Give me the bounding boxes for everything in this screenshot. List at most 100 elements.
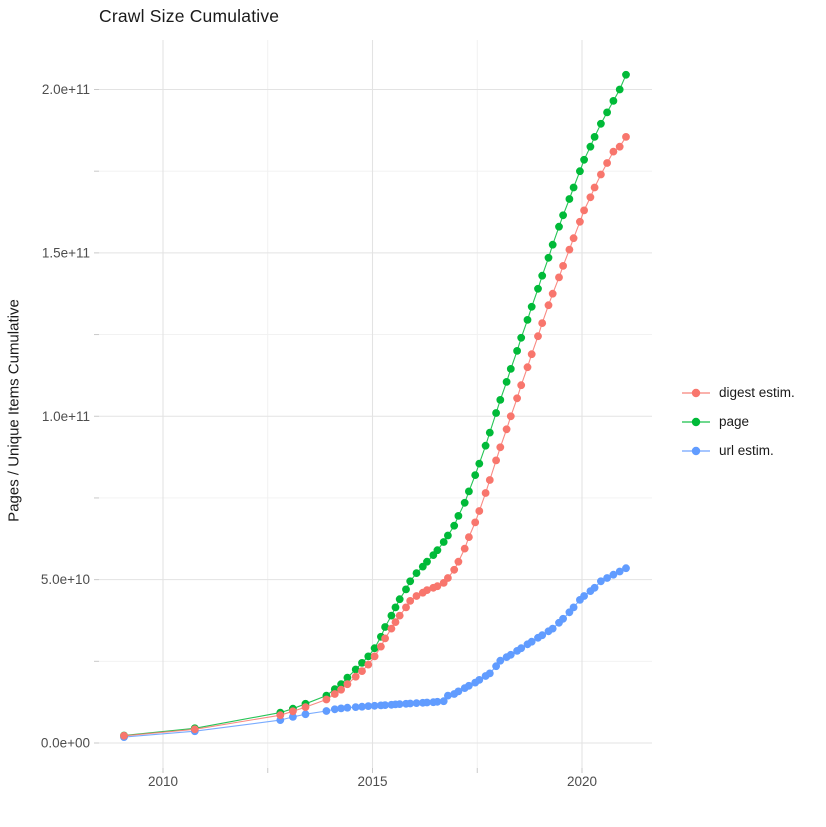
data-point — [351, 703, 360, 711]
data-point — [351, 665, 360, 674]
data-point — [485, 476, 494, 484]
data-point — [330, 705, 339, 714]
data-point — [565, 245, 574, 254]
data-point — [412, 569, 421, 577]
data-point — [454, 687, 463, 696]
legend-key-icon — [682, 417, 710, 426]
data-point — [423, 557, 431, 566]
data-point — [465, 487, 473, 496]
data-point — [381, 634, 389, 643]
data-point — [513, 394, 521, 403]
x-tick-label: 2015 — [357, 774, 387, 789]
data-point — [395, 611, 404, 620]
data-point — [615, 142, 624, 151]
data-point — [603, 574, 611, 582]
data-point — [444, 691, 452, 700]
data-point — [502, 425, 511, 434]
data-point — [433, 546, 442, 555]
data-point — [485, 428, 494, 437]
data-point — [454, 512, 463, 520]
data-point — [555, 273, 563, 282]
data-point — [559, 614, 567, 623]
data-point — [548, 624, 557, 633]
data-point — [544, 301, 553, 310]
data-point — [402, 603, 410, 612]
data-point — [538, 319, 547, 327]
data-point — [343, 680, 352, 689]
data-point — [609, 97, 618, 105]
data-point — [590, 183, 599, 192]
y-tick-labels: 0.0e+00 5.0e+10 1.0e+11 1.5e+11 2.0e+11 — [41, 82, 90, 751]
data-point — [450, 565, 459, 574]
data-point — [475, 459, 484, 468]
legend: digest estim. page url estim. — [681, 378, 795, 465]
data-point — [412, 699, 421, 707]
data-point — [465, 533, 473, 541]
x-tick-label: 2010 — [148, 774, 178, 789]
data-point — [337, 685, 345, 694]
data-point — [622, 70, 630, 79]
data-point — [433, 697, 442, 706]
series-line — [123, 74, 627, 737]
data-point — [517, 381, 526, 390]
data-point — [569, 234, 578, 243]
legend-item: page — [681, 407, 795, 436]
data-point — [492, 409, 500, 417]
data-point — [377, 642, 385, 651]
data-point — [402, 585, 410, 594]
data-point — [301, 703, 310, 711]
data-point — [276, 711, 285, 720]
data-point — [330, 690, 339, 698]
data-point — [301, 710, 310, 719]
chart-title: Crawl Size Cumulative — [99, 6, 280, 26]
data-point — [496, 443, 505, 452]
data-point — [565, 195, 574, 203]
data-point — [387, 624, 396, 633]
data-point — [481, 441, 490, 450]
data-point — [351, 672, 360, 681]
data-point — [370, 652, 379, 661]
data-point — [471, 471, 480, 479]
data-point — [496, 656, 505, 665]
data-point — [603, 159, 611, 167]
legend-key-icon — [682, 446, 710, 455]
data-point — [337, 680, 345, 689]
data-point — [358, 659, 366, 667]
y-tick-label: 0.0e+00 — [41, 736, 90, 751]
data-point — [423, 586, 431, 594]
data-point — [517, 333, 526, 342]
data-point — [506, 365, 515, 373]
data-point — [481, 489, 490, 497]
data-point — [289, 713, 297, 721]
data-point — [569, 603, 578, 612]
data-point — [322, 695, 331, 704]
data-point — [444, 574, 452, 582]
data-point — [615, 567, 624, 576]
data-point — [364, 660, 373, 669]
data-point — [580, 206, 588, 215]
y-tick-label: 1.5e+11 — [42, 245, 90, 260]
data-point — [475, 507, 484, 515]
data-point — [364, 702, 373, 710]
data-point — [391, 603, 400, 612]
x-tick-labels: 2010 2015 2020 — [148, 774, 597, 789]
data-point — [538, 271, 547, 280]
data-point — [406, 597, 415, 605]
data-point — [586, 193, 595, 202]
data-point — [391, 618, 400, 626]
y-tick-label: 5.0e+10 — [41, 572, 90, 587]
data-point — [506, 412, 515, 421]
data-point — [343, 673, 352, 682]
data-point — [433, 582, 442, 591]
data-point — [343, 703, 352, 712]
data-point — [465, 681, 473, 690]
data-point — [289, 707, 297, 716]
data-point — [450, 521, 459, 530]
data-point — [569, 183, 578, 192]
data-point — [439, 538, 448, 546]
data-point — [517, 644, 526, 653]
data-point — [406, 577, 415, 586]
data-point — [381, 701, 389, 709]
axis-tick-marks — [94, 89, 583, 773]
data-point — [412, 592, 421, 600]
